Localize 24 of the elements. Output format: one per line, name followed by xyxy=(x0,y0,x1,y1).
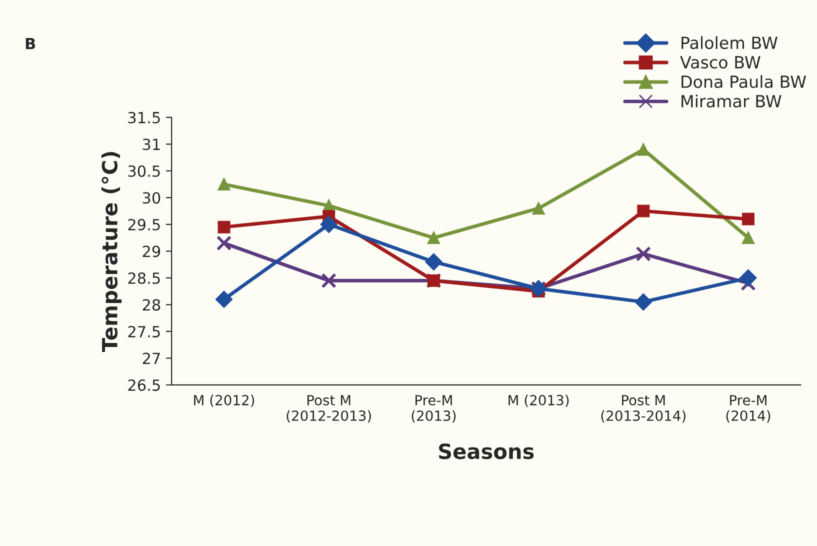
legend-label: Palolem BW xyxy=(682,36,778,50)
text: B xyxy=(26,38,36,50)
y-tick-label: 30 xyxy=(142,192,160,204)
y-axis-title: Temperature (°C) xyxy=(101,152,122,352)
y-tick-label: 29.5 xyxy=(128,218,160,230)
y-tick-label: 31.5 xyxy=(128,112,160,124)
x-tick-label: M (2012) xyxy=(194,394,254,408)
y-tick-label: 26.5 xyxy=(128,379,160,391)
x-axis-title: Seasons xyxy=(439,443,534,460)
y-tick-label: 31 xyxy=(142,138,160,150)
legend-label: Dona Paula BW xyxy=(682,75,806,88)
y-tick-label: 29 xyxy=(142,246,160,258)
y-tick-label: 27.5 xyxy=(128,326,160,338)
legend-label: Miramar BW xyxy=(682,94,782,108)
y-tick-label: 28 xyxy=(142,299,160,311)
x-tick-label: Pre-M (2013) xyxy=(412,395,456,423)
x-tick-label: M (2013) xyxy=(508,394,569,408)
y-tick-label: 28.5 xyxy=(128,272,160,284)
x-tick-label: Post M (2013-2014) xyxy=(601,395,686,423)
legend-label: Vasco BW xyxy=(680,56,760,69)
x-tick-label: Post M (2012-2013) xyxy=(286,395,371,423)
y-tick-label: 30.5 xyxy=(128,165,160,177)
y-tick-label: 27 xyxy=(142,352,160,364)
x-tick-label: Pre-M (2014) xyxy=(726,395,770,423)
